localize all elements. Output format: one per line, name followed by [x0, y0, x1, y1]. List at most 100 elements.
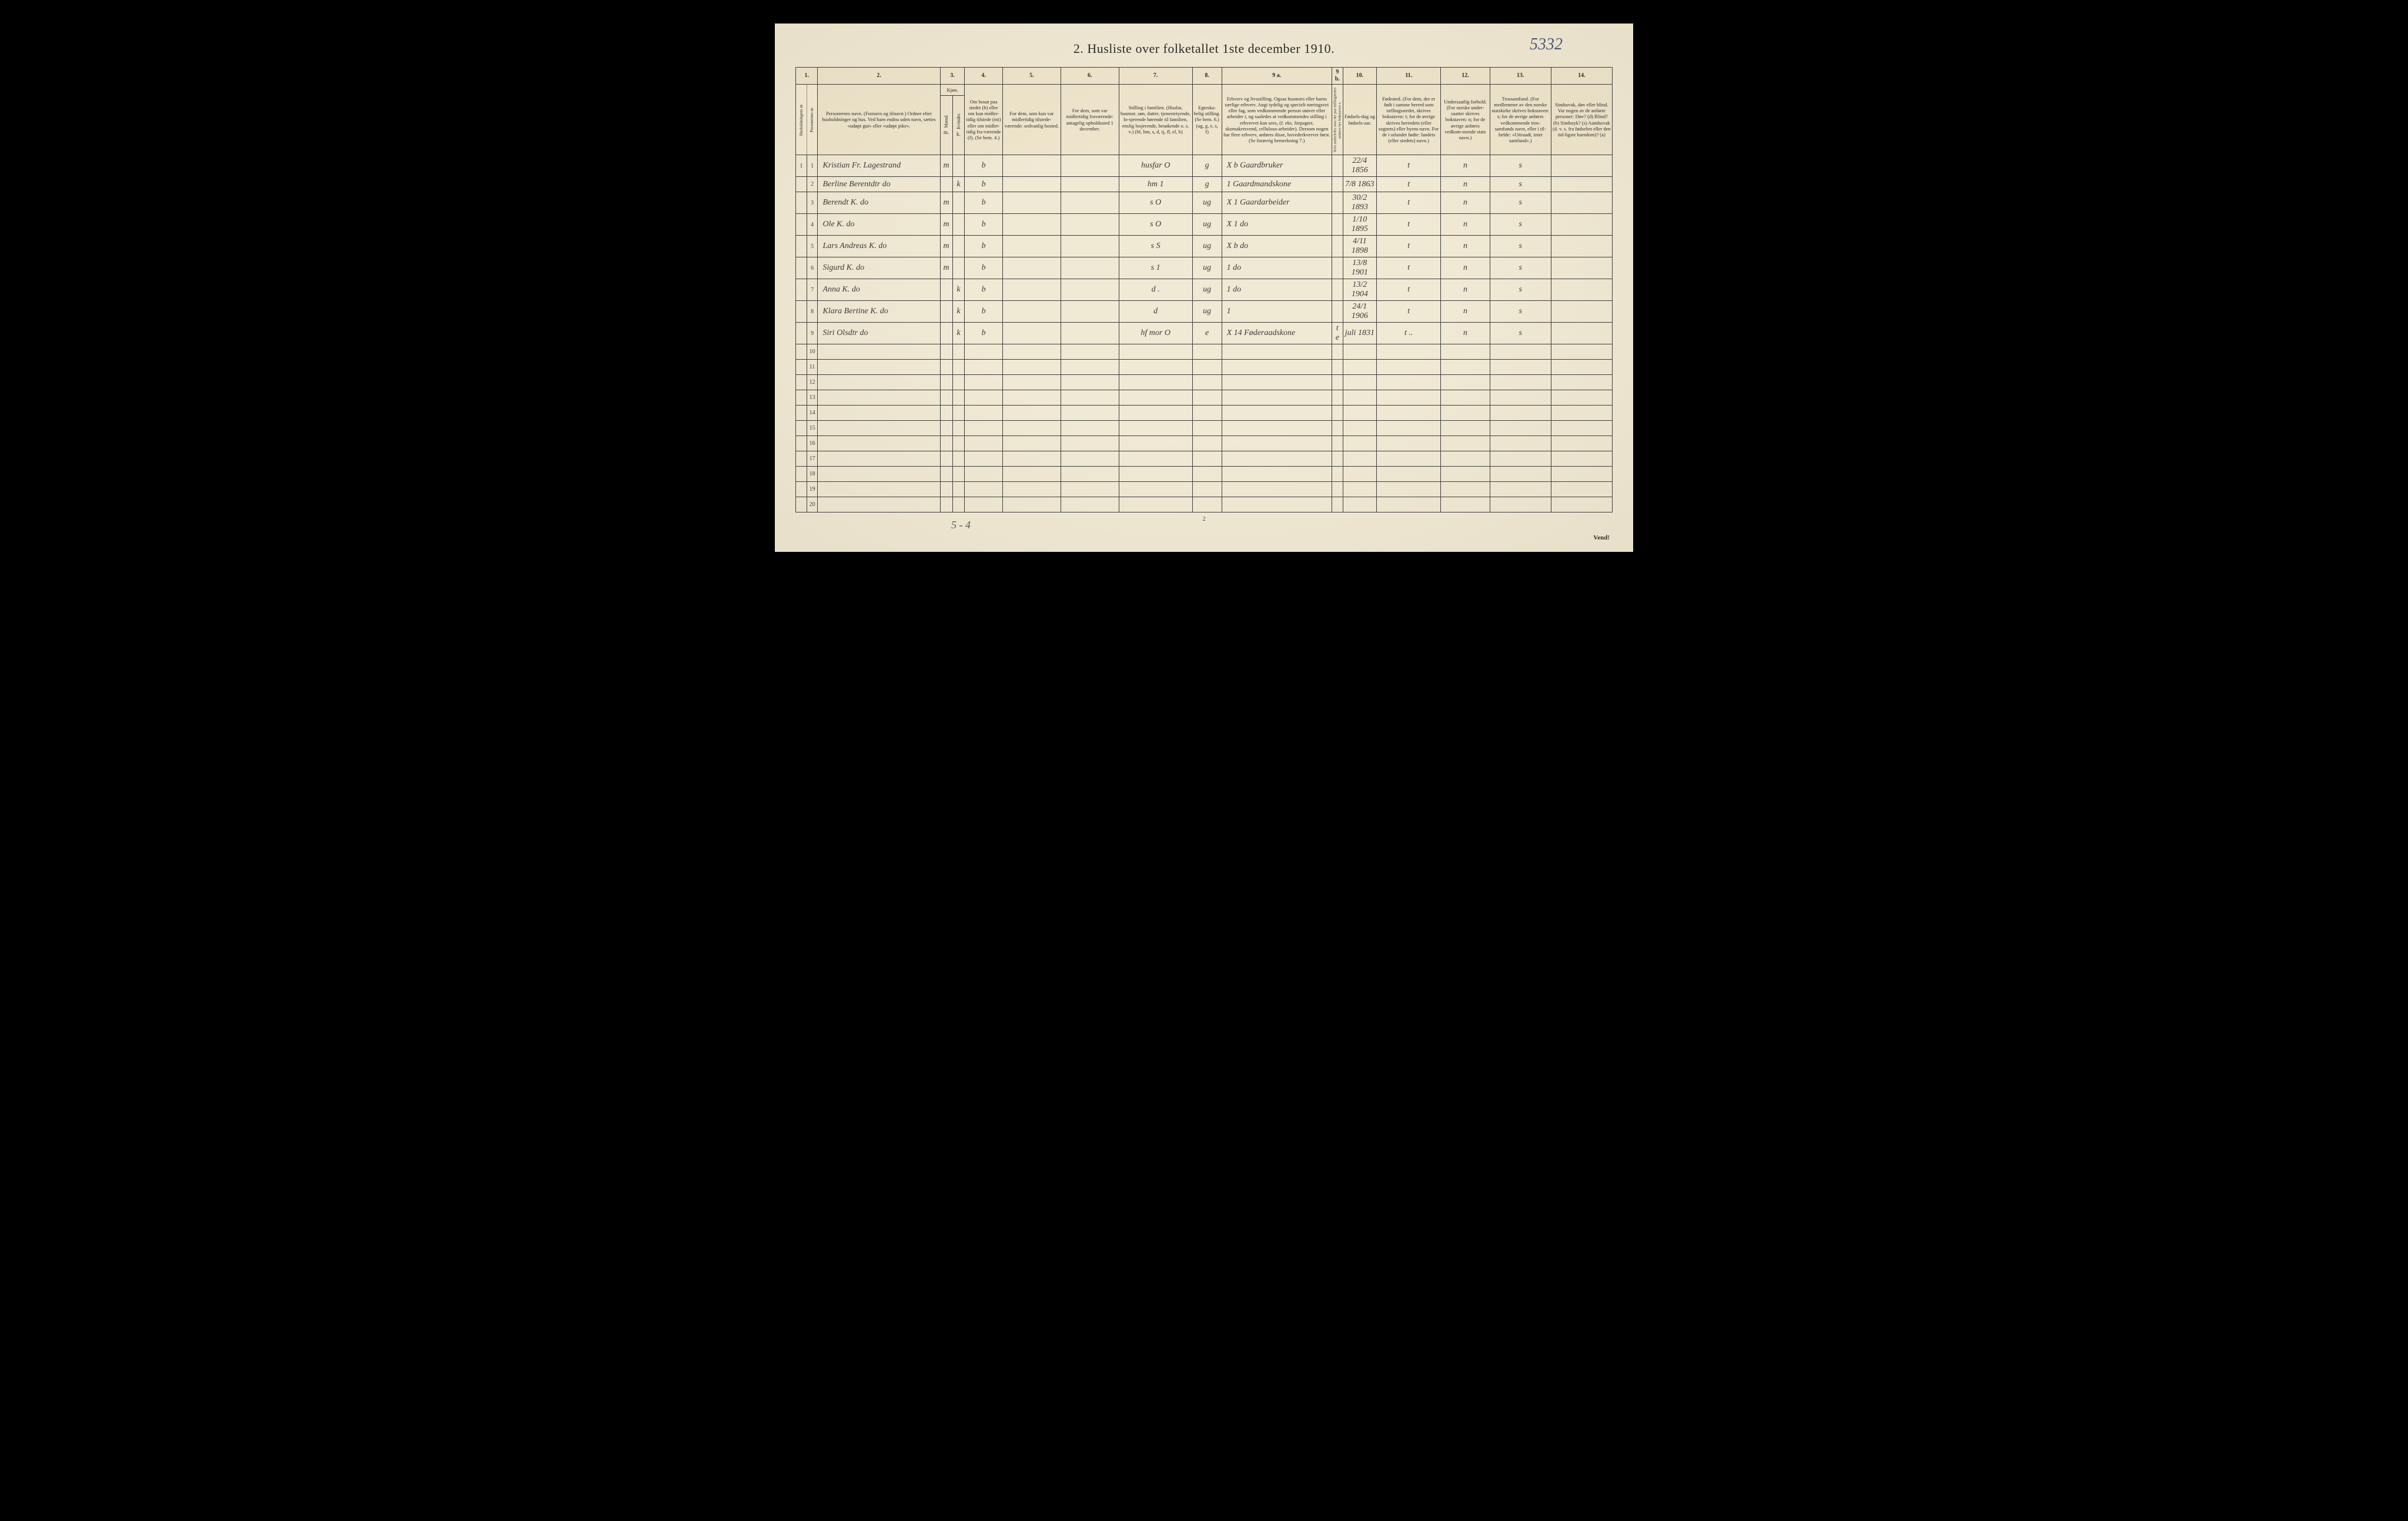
- table-cell: [1192, 467, 1222, 482]
- k-label: k.: [956, 131, 961, 137]
- table-cell: [1490, 375, 1551, 390]
- table-cell: n: [1441, 177, 1490, 192]
- table-row: 11Kristian Fr. Lagestrandmbhusfar OgX b …: [796, 155, 1613, 177]
- table-cell: [1490, 360, 1551, 375]
- table-cell: t: [1377, 192, 1441, 214]
- table-cell: [1002, 192, 1061, 214]
- table-cell: [1490, 467, 1551, 482]
- table-cell: [965, 482, 1003, 497]
- table-cell: [1002, 155, 1061, 177]
- table-cell: [796, 344, 807, 360]
- table-cell: [818, 406, 940, 421]
- table-cell: [952, 482, 965, 497]
- table-row: 11: [796, 360, 1613, 375]
- table-cell: [1332, 390, 1343, 406]
- table-cell: [1551, 214, 1612, 236]
- table-cell: [1061, 155, 1119, 177]
- table-cell: [1332, 257, 1343, 279]
- table-cell: [796, 467, 807, 482]
- table-cell: [1192, 436, 1222, 451]
- table-cell: [1377, 421, 1441, 436]
- table-cell: b: [965, 177, 1003, 192]
- header-erhverv: Erhverv og livsstilling. Ogsaa husmors e…: [1222, 85, 1332, 155]
- table-cell: [1061, 236, 1119, 257]
- table-cell: [1441, 421, 1490, 436]
- table-cell: [1377, 344, 1441, 360]
- table-cell: [952, 467, 965, 482]
- table-cell: Berendt K. do: [818, 192, 940, 214]
- header-undersaatlig: Undersaatlig forhold. (For norske under-…: [1441, 85, 1490, 155]
- table-cell: s: [1490, 279, 1551, 301]
- table-row: 20: [796, 497, 1613, 512]
- table-cell: Kristian Fr. Lagestrand: [818, 155, 940, 177]
- table-cell: [1332, 497, 1343, 512]
- table-cell: [1343, 451, 1376, 467]
- table-row: 18: [796, 467, 1613, 482]
- table-cell: 1/10 1895: [1343, 214, 1376, 236]
- table-cell: [1441, 497, 1490, 512]
- table-cell: [1551, 301, 1612, 323]
- table-cell: [1551, 360, 1612, 375]
- header-midlertidig-fravaerende: For dem, som var midlertidig fraværende:…: [1061, 85, 1119, 155]
- table-row: 19: [796, 482, 1613, 497]
- colnum-4: 4.: [965, 68, 1003, 85]
- table-cell: [796, 257, 807, 279]
- table-cell: [1343, 467, 1376, 482]
- table-cell: [1192, 390, 1222, 406]
- table-cell: 2: [807, 177, 818, 192]
- table-cell: [796, 279, 807, 301]
- table-cell: t: [1377, 301, 1441, 323]
- table-cell: ug: [1192, 257, 1222, 279]
- table-cell: [1192, 482, 1222, 497]
- table-cell: [952, 257, 965, 279]
- table-cell: [796, 482, 807, 497]
- table-cell: [940, 390, 952, 406]
- colnum-2: 2.: [818, 68, 940, 85]
- table-cell: 24/1 1906: [1343, 301, 1376, 323]
- table-cell: b: [965, 192, 1003, 214]
- table-cell: [1002, 236, 1061, 257]
- table-cell: [796, 436, 807, 451]
- table-cell: [1377, 375, 1441, 390]
- table-cell: husfar O: [1119, 155, 1192, 177]
- table-cell: [1061, 497, 1119, 512]
- table-cell: [1551, 279, 1612, 301]
- table-cell: [1061, 421, 1119, 436]
- table-cell: X 1 Gaardarbeider: [1222, 192, 1332, 214]
- table-cell: [940, 301, 952, 323]
- table-cell: [1343, 436, 1376, 451]
- table-cell: [1332, 436, 1343, 451]
- table-cell: 7: [807, 279, 818, 301]
- table-cell: 6: [807, 257, 818, 279]
- table-cell: [1061, 301, 1119, 323]
- table-cell: [1222, 344, 1332, 360]
- table-cell: g: [1192, 155, 1222, 177]
- table-cell: s: [1490, 177, 1551, 192]
- header-navn: Personernes navn. (Fornavn og tilnavn.) …: [818, 85, 940, 155]
- table-cell: [1332, 375, 1343, 390]
- table-cell: [1192, 451, 1222, 467]
- table-cell: [818, 390, 940, 406]
- table-cell: X b Gaardbruker: [1222, 155, 1332, 177]
- table-cell: [1343, 497, 1376, 512]
- table-cell: [1343, 390, 1376, 406]
- colnum-5: 5.: [1002, 68, 1061, 85]
- table-cell: [1332, 421, 1343, 436]
- table-cell: s: [1490, 236, 1551, 257]
- table-cell: [940, 451, 952, 467]
- header-person-nr: Personernes nr.: [807, 85, 818, 155]
- table-cell: [1061, 257, 1119, 279]
- table-cell: [818, 344, 940, 360]
- table-cell: [1119, 451, 1192, 467]
- m-label: m.: [944, 129, 949, 135]
- table-cell: s: [1490, 323, 1551, 344]
- table-cell: [796, 421, 807, 436]
- table-cell: 17: [807, 451, 818, 467]
- table-cell: [1192, 360, 1222, 375]
- table-cell: [1441, 360, 1490, 375]
- table-cell: [952, 236, 965, 257]
- header-stilling-familien: Stilling i familien. (Husfar, husmor, sø…: [1119, 85, 1192, 155]
- table-cell: [940, 421, 952, 436]
- header-bosat: Om bosat paa stedet (b) eller om kun mid…: [965, 85, 1003, 155]
- table-cell: 1: [1222, 301, 1332, 323]
